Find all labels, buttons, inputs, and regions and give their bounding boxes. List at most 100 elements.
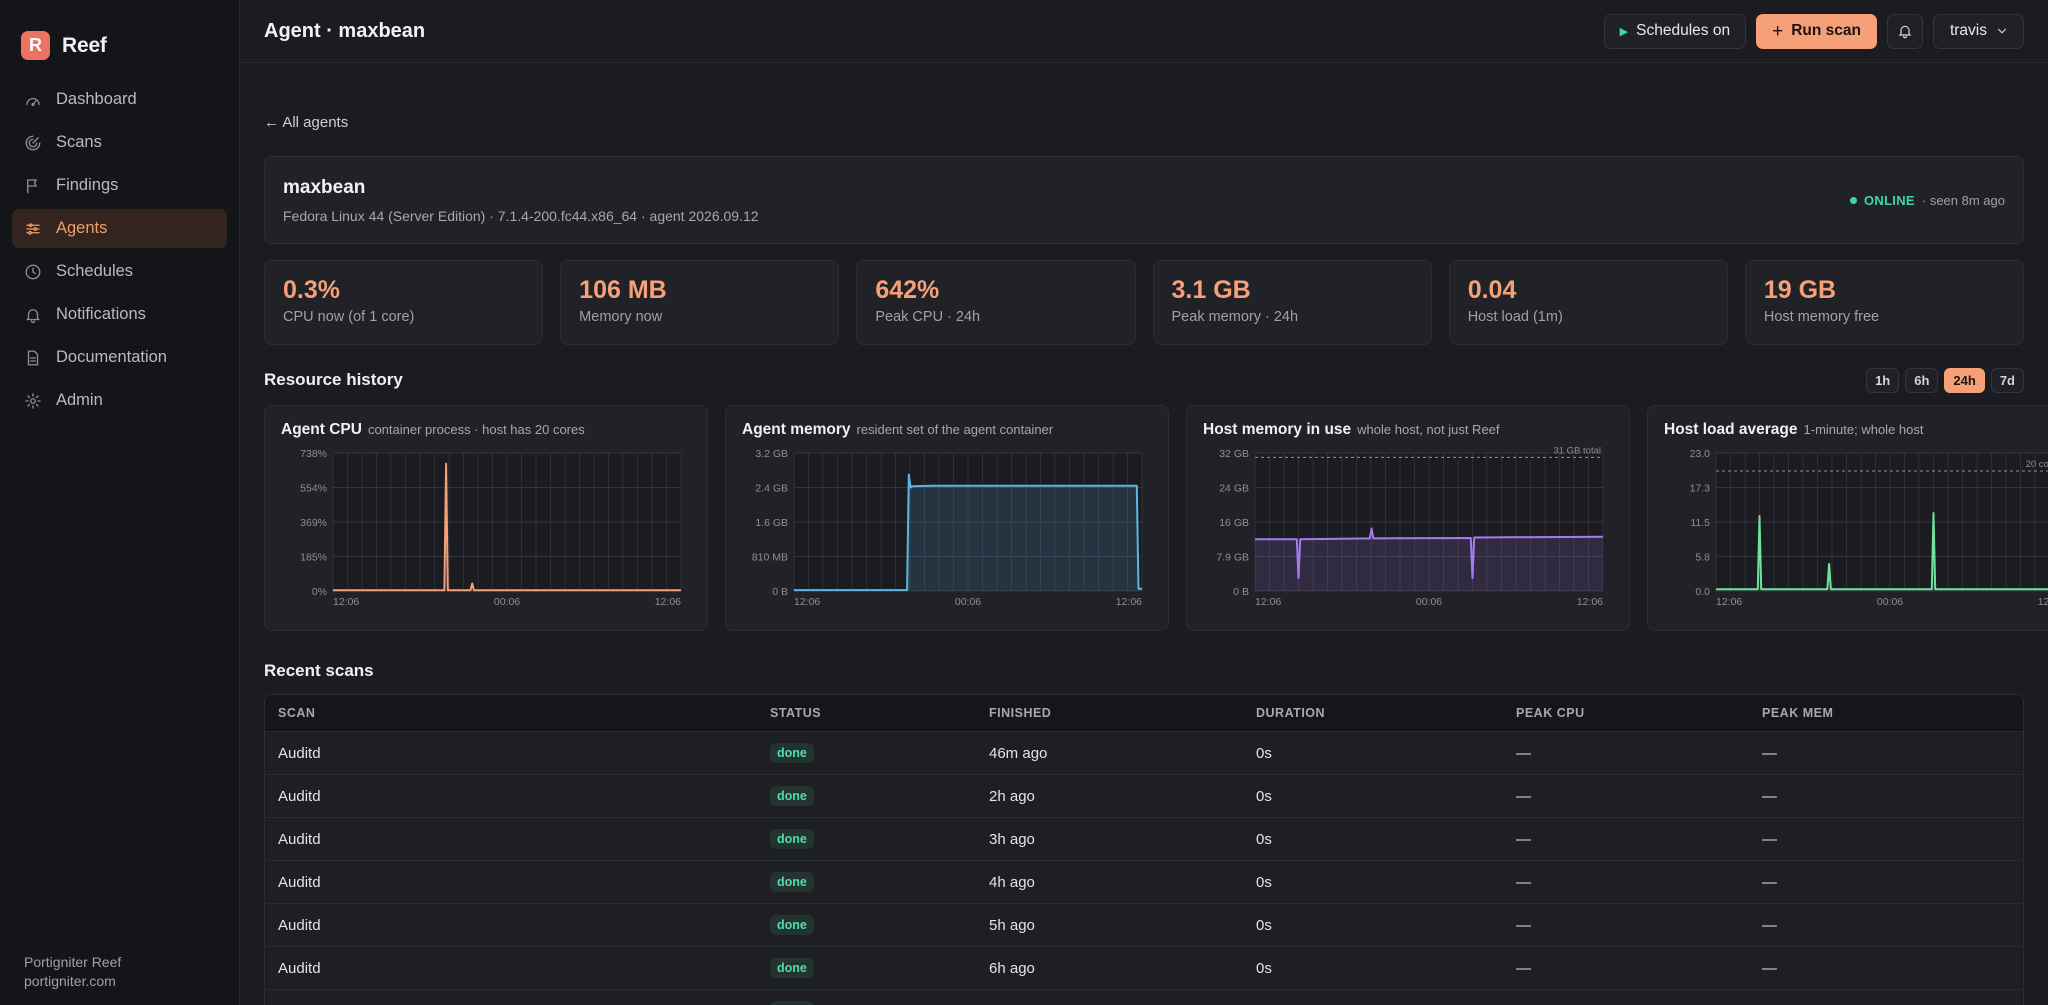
- scan-name: Auditd: [265, 1003, 770, 1005]
- status-badge: done: [770, 786, 814, 806]
- peak-mem-cell: —: [1762, 830, 1777, 848]
- y-tick-label: 0 B: [1233, 586, 1249, 598]
- chart-title: Host memory in use: [1203, 421, 1352, 438]
- stat-label: Peak memory · 24h: [1171, 309, 1299, 325]
- sidebar-item-label: Notifications: [56, 305, 146, 323]
- sidebar-footer: Portigniter Reef portigniter.com: [24, 953, 121, 991]
- schedules-toggle-button[interactable]: ▶ Schedules on: [1603, 13, 1747, 49]
- recent-scans-table: SCAN STATUS FINISHED DURATION PEAK CPU P…: [264, 694, 2024, 1005]
- range-button-7d[interactable]: 7d: [1990, 367, 2024, 393]
- sidebar-item-admin[interactable]: Admin: [12, 381, 227, 420]
- y-tick-label: 0%: [312, 586, 327, 598]
- status-cell: done: [770, 958, 989, 978]
- chart-header: Agent CPU container process · host has 20…: [281, 421, 691, 439]
- column-header-duration: DURATION: [1256, 706, 1326, 720]
- table-row[interactable]: Auditd done 46m ago 0s — —: [265, 732, 2023, 775]
- range-button-1h[interactable]: 1h: [1866, 367, 1900, 393]
- column-header-scan: SCAN: [278, 706, 316, 720]
- clock-icon: [25, 264, 41, 279]
- range-button-6h[interactable]: 6h: [1905, 367, 1939, 393]
- peak-mem-cell: —: [1762, 873, 1777, 891]
- sidebar-item-scans[interactable]: Scans: [12, 123, 227, 162]
- duration-cell: 0s: [1256, 873, 1272, 891]
- finished-cell: 5h ago: [989, 916, 1035, 934]
- peak-cpu-cell: —: [1516, 830, 1531, 848]
- peak-cpu-cell: —: [1516, 873, 1531, 891]
- document-icon: [27, 350, 39, 365]
- run-scan-button[interactable]: + Run scan: [1756, 13, 1877, 49]
- peak-mem-cell: —: [1762, 959, 1777, 977]
- sidebar-item-label: Findings: [56, 176, 119, 194]
- table-row[interactable]: Auditd done 6h ago 0s — —: [265, 947, 2023, 990]
- agent-memory-chart[interactable]: 3.2 GB 2.4 GB 1.6 GB 810 MB 0 B 12:06 00:06 12:…: [742, 445, 1152, 625]
- stat-value: 0.04: [1467, 276, 1517, 304]
- chart-title: Agent CPU: [281, 421, 362, 438]
- plus-icon: +: [1772, 20, 1784, 42]
- peak-mem-cell: —: [1762, 1003, 2023, 1005]
- reference-label: 20 cores: [2026, 459, 2048, 470]
- y-tick-label: 32 GB: [1219, 448, 1249, 460]
- range-selector: 1h 6h 24h 7d: [1866, 367, 2024, 393]
- back-to-agents-link[interactable]: ← All agents: [264, 114, 349, 131]
- x-tick-label: 00:06: [1877, 596, 1903, 608]
- footer-website[interactable]: portigniter.com: [24, 973, 116, 989]
- reference-label: 31 GB total: [1553, 445, 1601, 456]
- duration-cell: 0s: [1256, 916, 1272, 934]
- column-header-peak-mem: PEAK MEM: [1762, 706, 1834, 720]
- table-row[interactable]: Auditd done 4h ago 0s — —: [265, 861, 2023, 904]
- agent-cpu-chart[interactable]: 738% 554% 369% 185% 0% 12:06 00:06 12:06: [281, 445, 691, 625]
- sidebar-item-notifications[interactable]: Notifications: [12, 295, 227, 334]
- stat-value: 0.3%: [283, 276, 340, 304]
- stat-value: 642%: [875, 276, 940, 304]
- duration-cell: 0s: [1256, 1003, 1516, 1005]
- brand[interactable]: R Reef: [0, 0, 239, 70]
- table-row[interactable]: Auditd done 5h ago 0s — —: [265, 904, 2023, 947]
- last-seen: · seen 8m ago: [1921, 193, 2005, 208]
- status-cell: done: [770, 743, 989, 763]
- y-tick-label: 1.6 GB: [755, 517, 788, 529]
- scan-name: Auditd: [278, 744, 321, 762]
- host-memory-chart[interactable]: 32 GB 24 GB 16 GB 7.9 GB 0 B 12:06 00:06 12:06 3…: [1203, 445, 1613, 625]
- chart-card-agent-memory: Agent memory resident set of the agent co…: [725, 405, 1169, 631]
- y-tick-label: 185%: [300, 552, 327, 564]
- table-row[interactable]: Auditd done 3h ago 0s — —: [265, 818, 2023, 861]
- gauge-icon: [26, 97, 40, 106]
- sidebar-item-dashboard[interactable]: Dashboard: [12, 80, 227, 119]
- user-menu-button[interactable]: travis: [1932, 13, 2024, 49]
- stat-label: CPU now (of 1 core): [283, 309, 415, 325]
- agent-detail: ← All agents maxbean Fedora Linux 44 (Se…: [240, 63, 2048, 1005]
- y-tick-label: 5.8: [1695, 552, 1710, 564]
- sidebar-item-documentation[interactable]: Documentation: [12, 338, 227, 377]
- x-tick-label: 12:06: [1716, 596, 1742, 608]
- range-button-24h[interactable]: 24h: [1944, 367, 1985, 393]
- status-badge: done: [770, 829, 814, 849]
- y-tick-label: 810 MB: [752, 552, 788, 564]
- sidebar-item-label: Admin: [56, 391, 103, 409]
- chart-subtitle: whole host, not just Reef: [1357, 422, 1500, 437]
- status-badge: done: [770, 1001, 814, 1005]
- status-cell: done: [770, 1001, 989, 1005]
- table-row[interactable]: Auditd done 2h ago 0s — —: [265, 775, 2023, 818]
- y-tick-label: 0 B: [772, 586, 788, 598]
- chart-header: Host load average 1-minute; whole host: [1664, 421, 2048, 439]
- sidebar-item-schedules[interactable]: Schedules: [12, 252, 227, 291]
- chart-title: Agent memory: [742, 421, 851, 438]
- resource-history-header: Resource history 1h 6h 24h 7d: [264, 367, 2024, 393]
- notifications-button[interactable]: [1886, 13, 1923, 49]
- y-tick-label: 7.9 GB: [1216, 552, 1249, 564]
- sliders-icon: [26, 222, 40, 235]
- x-tick-label: 12:06: [794, 596, 820, 608]
- sidebar-item-agents[interactable]: Agents: [12, 209, 227, 248]
- x-tick-label: 00:06: [955, 596, 981, 608]
- column-header-status: STATUS: [770, 706, 822, 720]
- stat-card-memory-now: 106 MB Memory now: [560, 260, 840, 345]
- peak-cpu-cell: —: [1516, 787, 1531, 805]
- series-area: [794, 474, 1142, 591]
- sidebar-item-findings[interactable]: Findings: [12, 166, 227, 205]
- scan-name: Auditd: [278, 787, 321, 805]
- y-tick-label: 554%: [300, 483, 327, 495]
- sidebar-item-label: Documentation: [56, 348, 167, 366]
- host-load-chart[interactable]: 23.0 17.3 11.5 5.8 0.0 12:06 00:06 12:06 20 core…: [1664, 445, 2048, 625]
- play-icon: ▶: [1619, 25, 1629, 38]
